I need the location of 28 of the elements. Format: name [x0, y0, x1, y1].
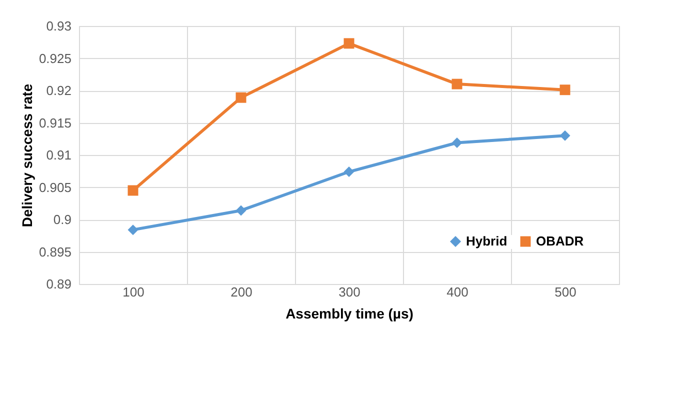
y-tick-label: 0.9: [53, 212, 72, 227]
y-tick-label: 0.915: [38, 115, 72, 130]
y-tick-label: 0.925: [38, 50, 72, 66]
x-tick-label: 300: [338, 284, 360, 300]
y-tick-label: 0.905: [38, 180, 72, 195]
x-axis-title: Assembly time (µs): [286, 306, 414, 322]
x-tick-label: 400: [446, 284, 468, 300]
point: [560, 130, 570, 141]
x-tick-label: 100: [122, 284, 144, 300]
point: [236, 92, 246, 103]
point: [452, 78, 462, 90]
y-tick-label: 0.895: [38, 244, 72, 260]
x-tick-label: 500: [554, 284, 576, 300]
y-tick-label: 0.92: [46, 83, 72, 98]
legend-label: Hybrid: [466, 234, 508, 249]
point: [236, 205, 246, 216]
point: [344, 38, 354, 49]
y-axis-title: Delivery success rate: [18, 84, 35, 228]
point: [344, 166, 354, 178]
legend-label: OBADR: [536, 234, 584, 249]
y-tick-label: 0.89: [46, 276, 72, 292]
point: [128, 224, 138, 236]
x-tick-label: 200: [230, 284, 252, 300]
point: [128, 185, 138, 196]
point: [560, 84, 570, 96]
y-tick-label: 0.93: [46, 18, 72, 34]
point: [452, 138, 462, 148]
y-tick-label: 0.91: [46, 148, 72, 162]
